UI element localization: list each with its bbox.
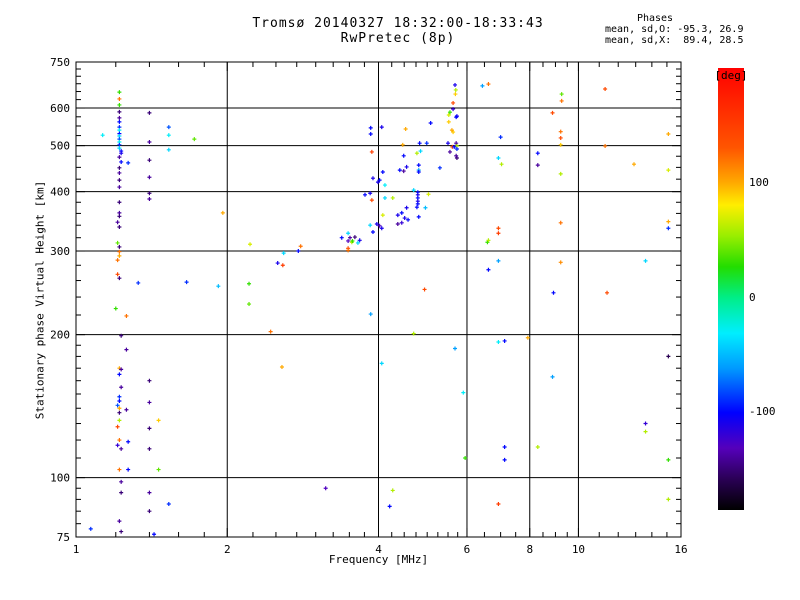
chart-subtitle: RwPretec (8p) xyxy=(340,31,456,46)
svg-text:2: 2 xyxy=(224,543,231,556)
svg-text:750: 750 xyxy=(50,56,70,69)
colorbar-tick: -100 xyxy=(749,405,776,419)
x-axis-label: Frequency [MHz] xyxy=(328,553,429,566)
svg-text:4: 4 xyxy=(375,543,382,556)
colorbar-label: [deg] xyxy=(714,69,748,82)
svg-text:1: 1 xyxy=(73,543,80,556)
svg-text:6: 6 xyxy=(464,543,471,556)
svg-text:8: 8 xyxy=(526,543,533,556)
svg-text:16: 16 xyxy=(674,543,687,556)
stats-x-mode: mean, sd,X: 89.4, 28.5 xyxy=(605,35,744,46)
stats-header: Phases xyxy=(636,13,674,24)
stats-o-mode: mean, sd,O: -95.3, 26.9 xyxy=(605,24,744,35)
svg-text:10: 10 xyxy=(572,543,585,556)
svg-text:100: 100 xyxy=(50,472,70,485)
svg-text:75: 75 xyxy=(57,531,70,544)
svg-text:600: 600 xyxy=(50,102,70,115)
colorbar: [deg] 100 0 -100 xyxy=(714,68,776,510)
colorbar-tick: 0 xyxy=(749,290,756,304)
phase-stats: Phases mean, sd,O: -95.3, 26.9 mean, sd,… xyxy=(605,13,744,46)
colorbar-gradient xyxy=(718,68,744,510)
svg-text:200: 200 xyxy=(50,329,70,342)
svg-text:400: 400 xyxy=(50,186,70,199)
chart-title: Tromsø 20140327 18:32:00-18:33:43 xyxy=(252,16,544,31)
svg-text:300: 300 xyxy=(50,245,70,258)
colorbar-tick: 100 xyxy=(749,176,769,190)
svg-text:500: 500 xyxy=(50,140,70,153)
